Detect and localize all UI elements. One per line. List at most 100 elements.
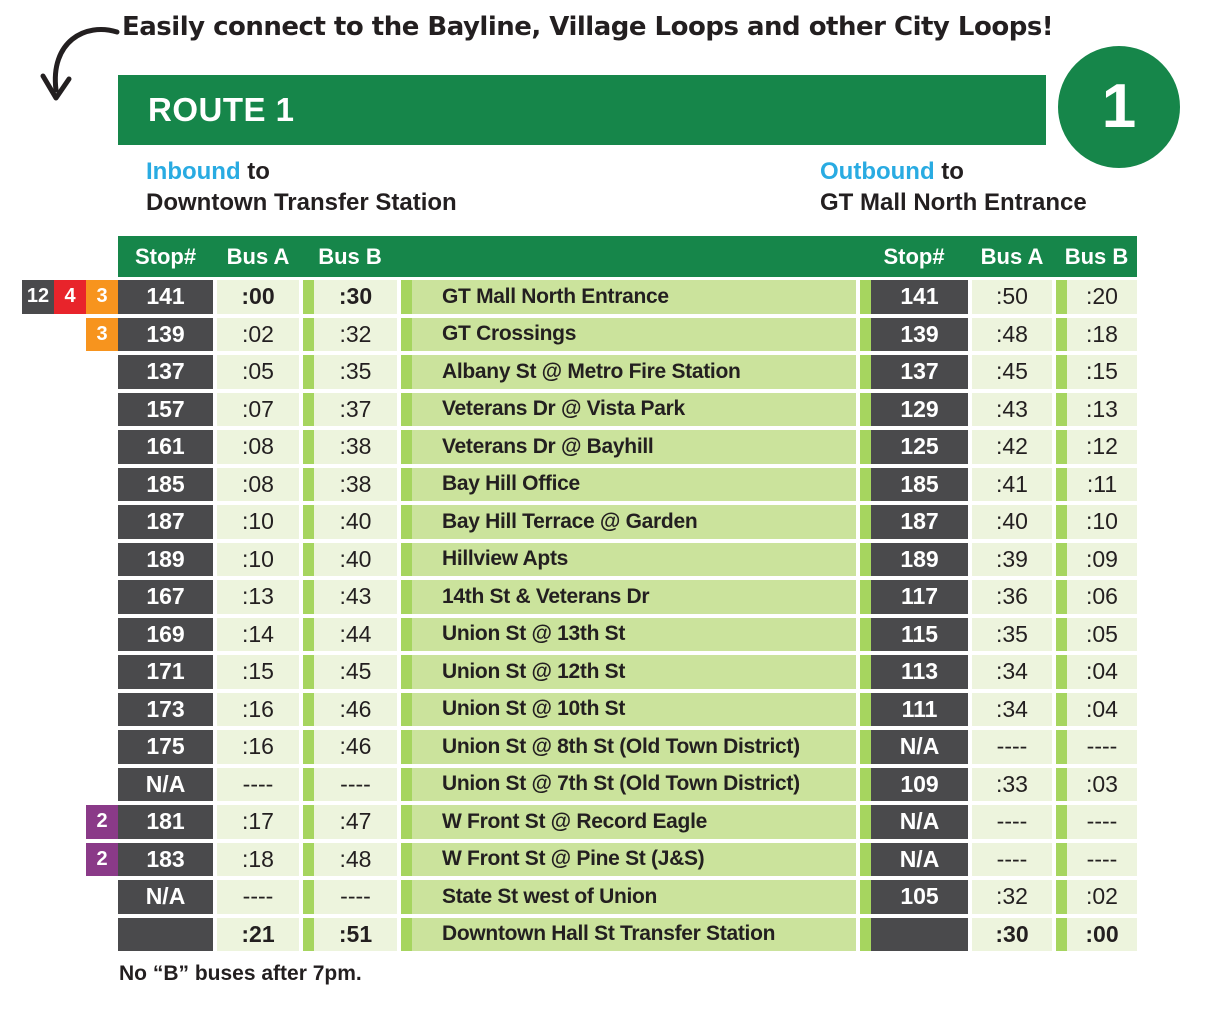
schedule-rows: 12 4 3 141:00:30 GT Mall North Entrance 141:5… [22, 280, 1137, 951]
outbound-stop-header: Stop# [883, 243, 945, 269]
outbound-bus-a-time: :34 [972, 655, 1052, 689]
inbound-stop-number: N/A [118, 767, 213, 801]
stop-name: 14th St & Veterans Dr [401, 580, 856, 614]
stop-name: W Front St @ Record Eagle [401, 805, 856, 839]
schedule-table: Stop# Bus A Bus B Stop# Bus A Bus B 12 4 3… [22, 236, 1137, 951]
outbound-bus-b-time: :12 [1056, 430, 1137, 464]
inbound-stop-number [118, 917, 213, 951]
outbound-stop-number: 137 [860, 355, 968, 389]
table-row: N/A ---- ---- Union St @ 7th St (Old Town D… [118, 767, 1137, 801]
outbound-stop-number: 117 [860, 580, 968, 614]
stop-name: Union St @ 13th St [401, 617, 856, 651]
outbound-bus-b-time: :18 [1056, 317, 1137, 351]
inbound-stop-number: N/A [118, 880, 213, 914]
outbound-bus-a-time: :41 [972, 467, 1052, 501]
inbound-bus-a-time: :10 [217, 542, 299, 576]
outbound-bus-b-time: :20 [1056, 280, 1137, 314]
inbound-bus-b-time: :30 [303, 280, 397, 314]
outbound-stop-number: 129 [860, 392, 968, 426]
inbound-bus-a-time: :10 [217, 505, 299, 539]
route-number: 1 [1101, 72, 1137, 141]
outbound-stop-number: 139 [860, 317, 968, 351]
outbound-bus-a-time: :45 [972, 355, 1052, 389]
outbound-bus-a-time: :30 [972, 917, 1052, 951]
outbound-bus-b-header: Bus B [1064, 243, 1129, 269]
outbound-bus-b-time: :04 [1056, 655, 1137, 689]
table-header: Stop# Bus A Bus B Stop# Bus A Bus B [118, 236, 1137, 277]
inbound-bus-a-header: Bus A [226, 243, 290, 269]
inbound-stop-number: 173 [118, 692, 213, 726]
inbound-stop-number: 189 [118, 542, 213, 576]
table-row: 173:16:46 Union St @ 10th St 111:34:04 [118, 692, 1137, 726]
inbound-bus-a-time: :13 [217, 580, 299, 614]
inbound-bus-b-time: :43 [303, 580, 397, 614]
stop-name: Hillview Apts [401, 542, 856, 576]
outbound-bus-a-time: ---- [972, 842, 1052, 876]
outbound-bus-a-time: :40 [972, 505, 1052, 539]
inbound-stop-number: 141 [118, 280, 213, 314]
inbound-stop-number: 171 [118, 655, 213, 689]
outbound-connector: to [934, 158, 964, 185]
outbound-stop-number: 141 [860, 280, 968, 314]
inbound-bus-b-time: :44 [303, 617, 397, 651]
outbound-direction-label: Outbound [820, 158, 935, 185]
stop-name: Downtown Hall St Transfer Station [401, 917, 856, 951]
outbound-stop-number [860, 917, 968, 951]
outbound-bus-a-time: ---- [972, 730, 1052, 764]
transfer-badges: 3 [86, 317, 118, 351]
stop-name: State St west of Union [401, 880, 856, 914]
outbound-heading: Outbound to GT Mall North Entrance [820, 156, 1087, 218]
inbound-stop-number: 137 [118, 355, 213, 389]
inbound-direction-label: Inbound [146, 158, 241, 185]
outbound-bus-b-time: :11 [1056, 467, 1137, 501]
inbound-stop-number: 169 [118, 617, 213, 651]
outbound-bus-a-time: :36 [972, 580, 1052, 614]
table-row: 137:05:35 Albany St @ Metro Fire Station 1… [118, 355, 1137, 389]
table-row: 3 139:02:32 GT Crossings 139:48:18 [86, 317, 1137, 351]
outbound-bus-b-time: :04 [1056, 692, 1137, 726]
outbound-stop-number: 111 [860, 692, 968, 726]
outbound-bus-a-time: :32 [972, 880, 1052, 914]
outbound-bus-a-time: :48 [972, 317, 1052, 351]
outbound-bus-a-header: Bus A [980, 243, 1044, 269]
inbound-bus-b-time: :38 [303, 430, 397, 464]
inbound-bus-a-time: :17 [217, 805, 299, 839]
outbound-bus-a-time: :39 [972, 542, 1052, 576]
outbound-bus-b-time: :15 [1056, 355, 1137, 389]
inbound-bus-b-time: ---- [303, 767, 397, 801]
inbound-bus-b-time: :46 [303, 730, 397, 764]
transfer-route-badge: 2 [86, 805, 118, 839]
outbound-stop-number: 113 [860, 655, 968, 689]
table-row: 175:16:46 Union St @ 8th St (Old Town Dis… [118, 730, 1137, 764]
inbound-stop-number: 167 [118, 580, 213, 614]
outbound-stop-number: N/A [860, 730, 968, 764]
outbound-bus-b-time: :13 [1056, 392, 1137, 426]
table-row: N/A ---- ---- State St west of Union 105:32:… [118, 880, 1137, 914]
inbound-bus-b-time: :40 [303, 542, 397, 576]
route-number-badge: 1 [1049, 37, 1189, 177]
outbound-bus-b-time: :00 [1056, 917, 1137, 951]
transfer-badges: 2 [86, 842, 118, 876]
outbound-stop-number: 105 [860, 880, 968, 914]
outbound-bus-a-time: :42 [972, 430, 1052, 464]
table-row: 187:10:40 Bay Hill Terrace @ Garden 187:40… [118, 505, 1137, 539]
stop-name: Union St @ 7th St (Old Town District) [401, 767, 856, 801]
stop-name: Bay Hill Office [401, 467, 856, 501]
table-row: 189:10:40 Hillview Apts 189:39:09 [118, 542, 1137, 576]
outbound-stop-number: N/A [860, 842, 968, 876]
stop-name: Union St @ 10th St [401, 692, 856, 726]
inbound-bus-a-time: :18 [217, 842, 299, 876]
inbound-stop-number: 185 [118, 467, 213, 501]
inbound-bus-b-time: ---- [303, 880, 397, 914]
outbound-stop-number: 109 [860, 767, 968, 801]
inbound-bus-a-time: :14 [217, 617, 299, 651]
inbound-stop-number: 187 [118, 505, 213, 539]
transfer-route-badge: 3 [86, 280, 118, 314]
table-row: 2 181:17:47 W Front St @ Record Eagle N/A --… [86, 805, 1137, 839]
outbound-stop-number: 185 [860, 467, 968, 501]
inbound-bus-b-time: :32 [303, 317, 397, 351]
stop-name: GT Crossings [401, 317, 856, 351]
outbound-bus-a-time: :35 [972, 617, 1052, 651]
stop-name: Union St @ 8th St (Old Town District) [401, 730, 856, 764]
